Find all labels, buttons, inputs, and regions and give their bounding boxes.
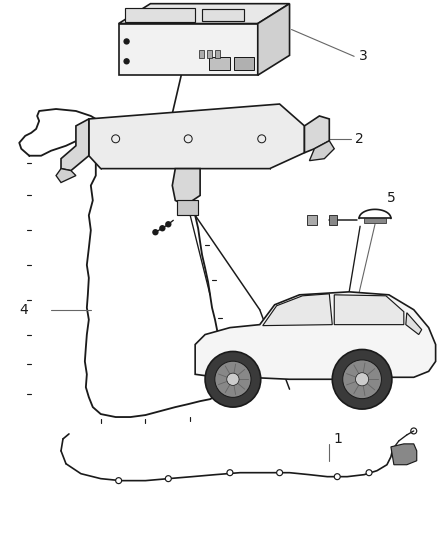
Circle shape [124, 39, 129, 44]
Polygon shape [209, 58, 230, 70]
Circle shape [343, 360, 381, 399]
Polygon shape [391, 444, 417, 465]
Text: 2: 2 [355, 132, 364, 146]
Circle shape [165, 475, 171, 482]
Polygon shape [263, 294, 332, 326]
Polygon shape [307, 215, 318, 225]
Polygon shape [124, 7, 195, 21]
Circle shape [205, 351, 261, 407]
Polygon shape [195, 292, 436, 379]
Text: 1: 1 [333, 432, 342, 446]
Text: 4: 4 [19, 303, 28, 317]
Polygon shape [199, 51, 204, 58]
Circle shape [227, 373, 239, 385]
Polygon shape [329, 215, 337, 225]
Polygon shape [234, 58, 254, 70]
Polygon shape [56, 168, 76, 182]
Circle shape [366, 470, 372, 475]
Polygon shape [304, 116, 329, 153]
Polygon shape [172, 168, 200, 205]
Polygon shape [119, 4, 290, 23]
Polygon shape [177, 200, 198, 215]
Text: 5: 5 [387, 191, 396, 205]
Polygon shape [207, 51, 212, 58]
Circle shape [215, 361, 251, 398]
Polygon shape [89, 104, 304, 168]
Circle shape [166, 222, 171, 227]
Polygon shape [309, 141, 334, 160]
Polygon shape [119, 23, 258, 75]
Circle shape [277, 470, 283, 475]
Polygon shape [364, 219, 386, 223]
Polygon shape [334, 295, 404, 325]
Circle shape [116, 478, 122, 483]
Circle shape [160, 226, 165, 231]
Polygon shape [61, 119, 89, 171]
Circle shape [356, 373, 369, 386]
Circle shape [332, 350, 392, 409]
Circle shape [124, 59, 129, 64]
Polygon shape [258, 4, 290, 75]
Circle shape [334, 474, 340, 480]
Circle shape [153, 230, 158, 235]
Polygon shape [202, 9, 244, 21]
Text: 3: 3 [359, 50, 368, 63]
Circle shape [227, 470, 233, 475]
Polygon shape [406, 313, 422, 335]
Polygon shape [215, 51, 220, 58]
